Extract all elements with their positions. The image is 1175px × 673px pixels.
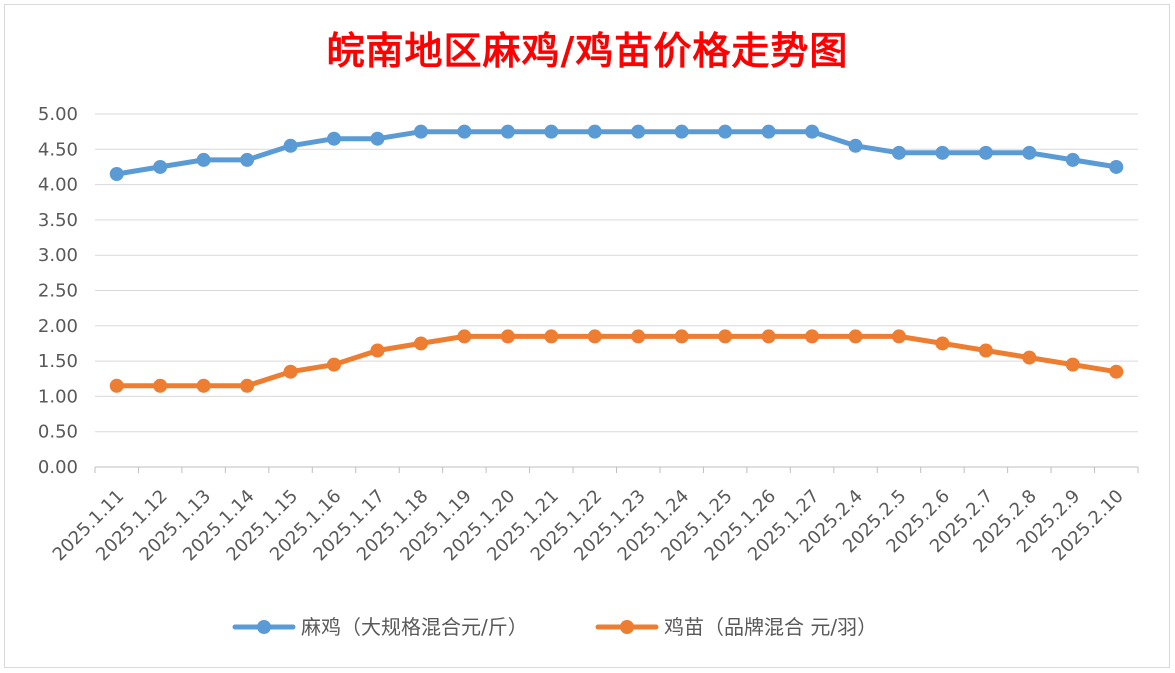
data-point xyxy=(805,329,820,344)
data-point xyxy=(587,329,602,344)
data-point xyxy=(327,131,342,146)
data-point xyxy=(370,131,385,146)
data-point xyxy=(457,124,472,139)
y-axis-ticks: 0.00 0.50 1.00 1.50 2.00 2.50 3.00 3.50 4.00 4.50… xyxy=(38,104,78,478)
data-point xyxy=(109,378,124,393)
legend-marker xyxy=(257,620,271,634)
data-point xyxy=(240,152,255,167)
legend-label: 鸡苗（品牌混合 元/羽） xyxy=(664,615,877,639)
data-point xyxy=(935,145,950,160)
grid-layer xyxy=(95,113,1138,468)
data-point xyxy=(674,124,689,139)
y-tick-label: 2.50 xyxy=(38,281,78,302)
data-point xyxy=(978,343,993,358)
data-point xyxy=(1065,152,1080,167)
legend: 麻鸡（大规格混合元/斤） 鸡苗（品牌混合 元/羽） xyxy=(232,615,877,639)
legend-item-1: 麻鸡（大规格混合元/斤） xyxy=(232,615,528,639)
data-point xyxy=(718,329,733,344)
data-point xyxy=(413,124,428,139)
data-point xyxy=(240,378,255,393)
data-point xyxy=(978,145,993,160)
data-point xyxy=(848,329,863,344)
data-point xyxy=(891,145,906,160)
series-line xyxy=(114,129,1119,177)
legend-label: 麻鸡（大规格混合元/斤） xyxy=(301,615,528,639)
data-point xyxy=(544,329,559,344)
data-point xyxy=(283,364,298,379)
data-point xyxy=(631,124,646,139)
data-point xyxy=(935,336,950,351)
data-point xyxy=(109,167,124,182)
data-point xyxy=(196,378,211,393)
y-tick-label: 0.50 xyxy=(38,422,78,443)
data-point xyxy=(674,329,689,344)
y-tick-label: 3.50 xyxy=(38,210,78,231)
y-tick-label: 5.00 xyxy=(38,104,78,125)
y-tick-label: 3.00 xyxy=(38,245,78,266)
series-layer xyxy=(109,124,1124,393)
data-point xyxy=(761,124,776,139)
data-point xyxy=(848,138,863,153)
data-point xyxy=(196,152,211,167)
y-tick-label: 0.00 xyxy=(38,457,78,478)
y-tick-label: 1.50 xyxy=(38,351,78,372)
y-tick-label: 4.00 xyxy=(38,175,78,196)
data-point xyxy=(1022,350,1037,365)
series-line xyxy=(114,333,1119,389)
chart-title: 皖南地区麻鸡/鸡苗价格走势图 xyxy=(326,28,849,73)
data-point xyxy=(457,329,472,344)
y-tick-label: 4.50 xyxy=(38,139,78,160)
data-point xyxy=(891,329,906,344)
data-point xyxy=(327,357,342,372)
data-point xyxy=(631,329,646,344)
series-1 xyxy=(109,124,1124,182)
data-point xyxy=(587,124,602,139)
data-point xyxy=(413,336,428,351)
data-point xyxy=(805,124,820,139)
legend-marker xyxy=(620,620,634,634)
y-tick-label: 1.00 xyxy=(38,386,78,407)
data-point xyxy=(283,138,298,153)
data-point xyxy=(1022,145,1037,160)
series-2 xyxy=(109,329,1124,393)
y-tick-label: 2.00 xyxy=(38,316,78,337)
data-point xyxy=(718,124,733,139)
data-point xyxy=(370,343,385,358)
data-point xyxy=(1109,159,1124,174)
x-axis-ticks: 2025.1.112025.1.122025.1.132025.1.142025… xyxy=(49,467,1139,565)
data-point xyxy=(761,329,776,344)
data-point xyxy=(1109,364,1124,379)
data-point xyxy=(544,124,559,139)
data-point xyxy=(500,124,515,139)
data-point xyxy=(1065,357,1080,372)
data-point xyxy=(500,329,515,344)
data-point xyxy=(153,159,168,174)
legend-item-2: 鸡苗（品牌混合 元/羽） xyxy=(595,615,877,639)
data-point xyxy=(153,378,168,393)
